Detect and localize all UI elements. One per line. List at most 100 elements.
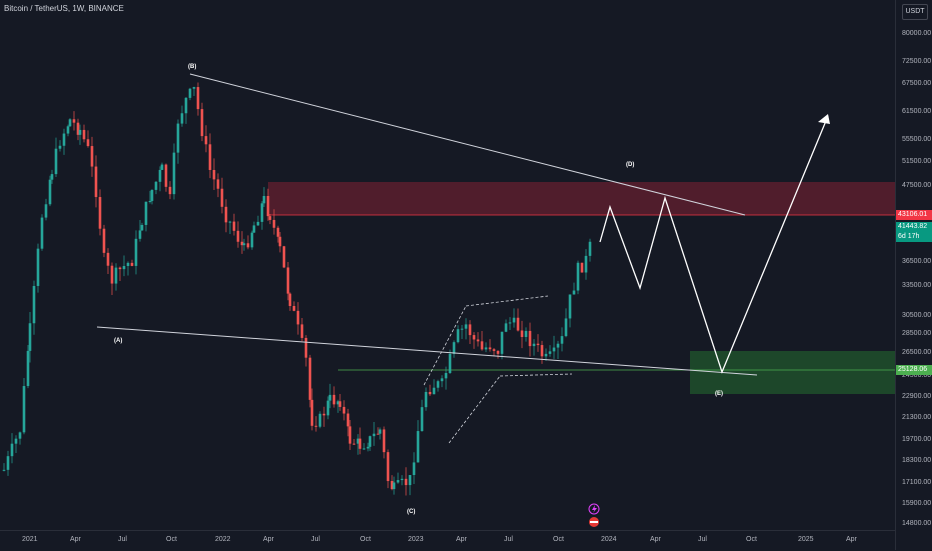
- candle-body: [378, 429, 382, 434]
- candle-body: [346, 413, 350, 427]
- candle-body: [68, 119, 72, 127]
- candle-body: [404, 478, 408, 486]
- candle-body: [322, 413, 326, 416]
- candle-body: [392, 482, 396, 490]
- projected-path: [599, 115, 829, 374]
- candle-body: [220, 188, 224, 207]
- chart-canvas[interactable]: (B) (A) (C) (D) (E): [0, 0, 895, 530]
- candle-body: [508, 322, 512, 324]
- candle-body: [424, 391, 428, 408]
- candle-body: [386, 452, 390, 482]
- us-flag-stripe-icon: [590, 521, 598, 523]
- candle-body: [372, 433, 376, 437]
- candle-body: [140, 224, 144, 231]
- candle-body: [314, 425, 318, 427]
- price-axis[interactable]: 80000.00 72500.00 67500.00 61500.00 55500.00…: [895, 0, 932, 550]
- price-tick-label: 21300.00: [902, 414, 932, 421]
- price-tick-label: 67500.00: [902, 80, 932, 87]
- candle-body: [304, 337, 308, 358]
- candle-body: [400, 478, 404, 481]
- time-tick-label: Apr: [263, 536, 274, 543]
- candle-body: [428, 391, 432, 395]
- candle-body: [396, 480, 400, 483]
- candle-body: [472, 335, 476, 340]
- price-tick-label: 72500.00: [902, 58, 932, 65]
- candle-body: [412, 462, 416, 476]
- candle-body: [134, 238, 138, 266]
- candle-body: [148, 200, 152, 202]
- candle-body: [232, 221, 236, 231]
- candle-body: [536, 343, 540, 346]
- candle-body: [150, 189, 154, 201]
- candle-body: [240, 241, 244, 246]
- price-tick-label: 24500.00: [902, 372, 932, 379]
- time-tick-label: 2023: [408, 536, 424, 543]
- candle-body: [464, 324, 468, 329]
- candle-body: [572, 290, 576, 295]
- candle-body: [114, 267, 118, 284]
- candle-body: [432, 387, 436, 395]
- candle-body: [528, 330, 532, 347]
- candle-body: [48, 179, 52, 205]
- price-tick-label: 51500.00: [902, 158, 932, 165]
- wave-label-b: (B): [188, 64, 196, 70]
- candle-body: [172, 152, 176, 195]
- dashed-channel: [423, 295, 573, 444]
- candle-body: [556, 343, 560, 348]
- candle-body: [82, 129, 86, 140]
- time-tick-label: Apr: [70, 536, 81, 543]
- time-tick-label: Oct: [553, 536, 564, 543]
- symbol-title[interactable]: Bitcoin / TetherUS, 1W, BINANCE: [4, 4, 124, 13]
- candle-body: [576, 262, 580, 291]
- time-tick-label: Apr: [846, 536, 857, 543]
- candle-body: [504, 323, 508, 332]
- candle-body: [292, 306, 296, 311]
- candle-body: [352, 443, 356, 445]
- candle-body: [62, 133, 66, 146]
- current-price-value: 41443.82: [898, 223, 928, 230]
- price-tick-label: 61500.00: [902, 108, 932, 115]
- candle-body: [58, 145, 62, 149]
- candle-body: [2, 469, 6, 471]
- candle-body: [348, 426, 352, 444]
- candle-body: [336, 401, 340, 405]
- candle-body: [366, 446, 370, 449]
- time-tick-label: Oct: [360, 536, 371, 543]
- candle-body: [286, 267, 290, 294]
- candle-body: [326, 400, 330, 416]
- candle-body: [188, 88, 192, 98]
- candle-body: [176, 123, 180, 153]
- candle-body: [356, 438, 360, 444]
- upper-trendline: [189, 73, 746, 216]
- candle-body: [358, 438, 362, 449]
- price-tick-label: 36500.00: [902, 258, 932, 265]
- time-tick-label: Oct: [166, 536, 177, 543]
- currency-button[interactable]: USDT: [902, 4, 928, 20]
- candle-body: [296, 310, 300, 325]
- candle-body: [18, 432, 22, 439]
- time-axis[interactable]: 2021 Apr Jul Oct 2022 Apr Jul Oct 2023 Apr Jul Oct 2…: [0, 530, 895, 551]
- candle-body: [262, 195, 266, 204]
- time-tick-label: 2024: [601, 536, 617, 543]
- candle-body: [390, 481, 394, 490]
- candle-body: [268, 216, 272, 220]
- candle-body: [160, 164, 164, 170]
- time-tick-label: Oct: [746, 536, 757, 543]
- candle-body: [362, 448, 366, 450]
- candle-body: [328, 394, 332, 401]
- candle-body: [10, 443, 14, 457]
- candle-body: [480, 341, 484, 350]
- candle-body: [468, 324, 472, 336]
- candle-body: [252, 225, 256, 233]
- candle-body: [278, 236, 282, 247]
- candle-body: [560, 336, 564, 344]
- candle-body: [272, 219, 276, 228]
- time-tick-label: Apr: [456, 536, 467, 543]
- candle-body: [36, 248, 40, 286]
- candle-body: [50, 174, 54, 180]
- candle-body: [40, 217, 44, 249]
- candle-body: [420, 407, 424, 432]
- chart-area[interactable]: (B) (A) (C) (D) (E) Bitcoin / TetherUS, …: [0, 0, 895, 530]
- candle-body: [154, 181, 158, 190]
- time-tick-label: Jul: [698, 536, 707, 543]
